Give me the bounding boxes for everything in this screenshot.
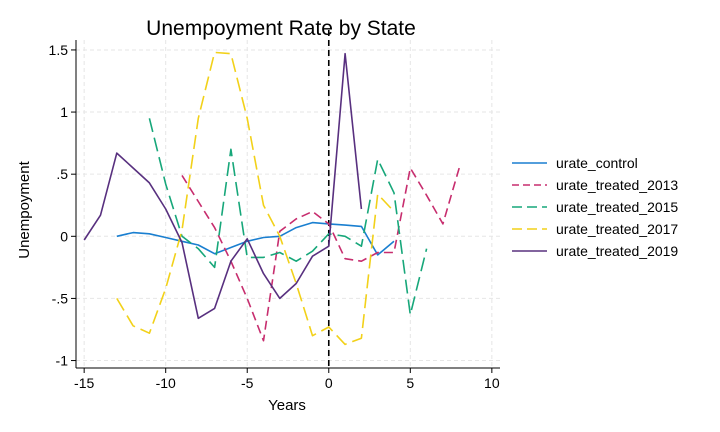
x-tick-label-3: 0 — [325, 375, 333, 391]
legend-label-urate_treated_2015: urate_treated_2015 — [556, 199, 678, 215]
x-tick-label-2: -5 — [241, 375, 254, 391]
legend-label-urate_treated_2013: urate_treated_2013 — [556, 177, 678, 193]
x-tick-label-0: -15 — [74, 375, 94, 391]
chart-title: Unempoyment Rate by State — [146, 17, 416, 40]
series-lines — [83, 51, 460, 346]
y-tick-label-0: 1.5 — [49, 42, 69, 58]
legend-label-urate_treated_2017: urate_treated_2017 — [556, 221, 678, 237]
x-axis-title: Years — [268, 397, 306, 414]
y-tick-label-4: -.5 — [52, 290, 69, 306]
x-tick-label-5: 10 — [484, 375, 500, 391]
legend-label-urate_treated_2019: urate_treated_2019 — [556, 243, 678, 259]
series-line-urate_control — [116, 221, 395, 256]
y-tick-label-1: 1 — [60, 104, 68, 120]
x-tick-label-1: -10 — [156, 375, 176, 391]
x-tick-label-4: 5 — [406, 375, 414, 391]
y-axis-title: Unempoyment — [16, 160, 33, 258]
series-line-urate_treated_2019 — [83, 52, 363, 320]
series-line-urate_treated_2013 — [181, 167, 460, 342]
series-line-urate_treated_2017 — [116, 51, 395, 346]
y-tick-label-5: -1 — [56, 353, 69, 369]
y-tick-label-2: .5 — [56, 166, 68, 182]
axes: -15 -10 -5 0 5 101.51.50-.5-1 — [49, 40, 500, 391]
legend: urate_control urate_treated_2013 urate_tre… — [512, 155, 678, 259]
legend-label-urate_control: urate_control — [556, 155, 638, 171]
y-tick-label-3: 0 — [60, 228, 68, 244]
series-line-urate_treated_2015 — [148, 118, 428, 316]
